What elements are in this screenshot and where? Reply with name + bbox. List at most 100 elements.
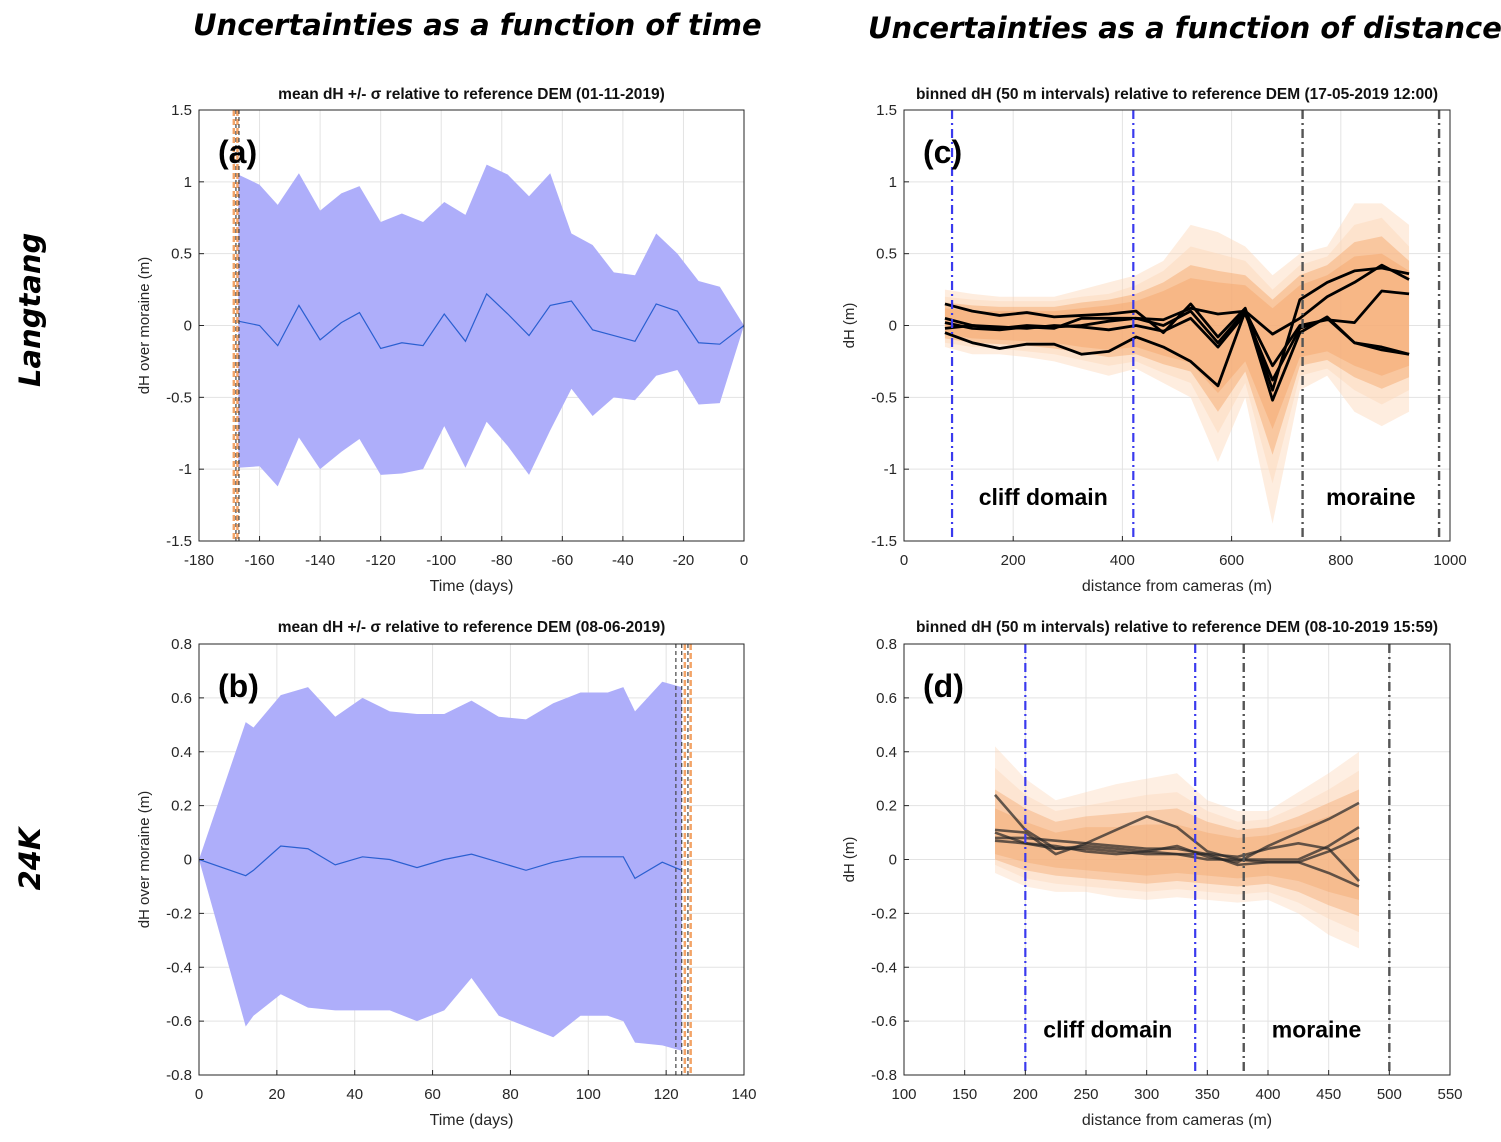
y-tick-label: 1: [184, 174, 192, 191]
x-tick-label: 400: [1110, 552, 1135, 569]
right-column-title: Uncertainties as a function of distance: [868, 11, 1501, 45]
y-tick-label: 1.5: [876, 102, 897, 119]
y-tick-label: -0.2: [871, 905, 897, 922]
x-tick-label: 140: [731, 1086, 756, 1103]
x-tick-label: 0: [740, 552, 748, 569]
y-tick-label: 0.8: [171, 636, 192, 653]
panel-label: (d): [923, 668, 964, 704]
x-tick-label: 250: [1073, 1086, 1098, 1103]
x-tick-label: 500: [1377, 1086, 1402, 1103]
series-line5: [994, 839, 1360, 888]
uncertainty-band: [995, 789, 1359, 917]
y-tick-label: 0: [889, 852, 897, 869]
x-tick-label: 100: [576, 1086, 601, 1103]
y-axis-label: dH over moraine (m): [136, 257, 153, 395]
y-tick-label: -0.4: [166, 959, 192, 976]
x-tick-label: 100: [891, 1086, 916, 1103]
y-tick-label: -0.8: [871, 1067, 897, 1084]
x-tick-label: 120: [654, 1086, 679, 1103]
chart-a: -180 -160 -140 -120 -100 -80 -60 -40 -20 0 -1.5 -1 -…: [136, 86, 748, 595]
series-line2: [994, 815, 1360, 861]
y-tick-label: -1.5: [871, 533, 897, 550]
panel-label: (b): [218, 668, 259, 704]
y-axis-label: dH over moraine (m): [136, 791, 153, 929]
y-tick-label: -0.6: [871, 1013, 897, 1030]
y-tick-label: 0.6: [171, 690, 192, 707]
uncertainty-band: [995, 805, 1359, 900]
x-tick-label: 350: [1195, 1086, 1220, 1103]
y-axis-label: dH (m): [841, 837, 858, 883]
x-tick-label: 1000: [1433, 552, 1466, 569]
y-tick-label: -0.5: [166, 389, 192, 406]
x-tick-label: 800: [1328, 552, 1353, 569]
y-tick-label: 0.5: [876, 246, 897, 263]
x-tick-label: -100: [426, 552, 456, 569]
y-tick-label: 0: [184, 852, 192, 869]
chart-title: binned dH (50 m intervals) relative to r…: [916, 86, 1438, 103]
y-tick-label: 0.5: [171, 246, 192, 263]
x-tick-label: -40: [612, 552, 634, 569]
chart-title: binned dH (50 m intervals) relative to r…: [916, 619, 1438, 636]
x-tick-label: 60: [424, 1086, 441, 1103]
x-tick-label: 20: [269, 1086, 286, 1103]
x-tick-label: -20: [673, 552, 695, 569]
y-tick-label: -1.5: [166, 533, 192, 550]
panel-label: (c): [923, 134, 962, 170]
y-tick-label: -0.6: [166, 1013, 192, 1030]
chart-d: 100 150 200 250 300 350 400 450 500 550 -0.8 -0.6 -0…: [841, 619, 1463, 1129]
y-tick-label: 0: [889, 318, 897, 335]
x-tick-label: 550: [1437, 1086, 1462, 1103]
y-tick-label: 0: [184, 318, 192, 335]
y-tick-label: -0.8: [166, 1067, 192, 1084]
uncertainty-band: [944, 236, 1410, 455]
x-axis-label: Time (days): [430, 1112, 514, 1129]
y-tick-label: -0.2: [166, 905, 192, 922]
data-layer: [944, 110, 1441, 541]
uncertainty-band: [944, 203, 1410, 524]
y-tick-label: 0.4: [876, 744, 897, 761]
chart-title: mean dH +/- σ relative to reference DEM …: [278, 86, 665, 103]
x-tick-label: -80: [491, 552, 513, 569]
x-axis-label: Time (days): [430, 578, 514, 595]
chart-c: 0 200 400 600 800 1000 -1.5 -1 -0.5 0 0.5 1 1.5 dista…: [841, 86, 1467, 595]
y-tick-label: -0.4: [871, 959, 897, 976]
y-tick-label: 1.5: [171, 102, 192, 119]
domain-annotation: moraine: [1326, 484, 1415, 510]
y-tick-label: 0.2: [876, 798, 897, 815]
data-layer: [232, 110, 744, 541]
x-axis-label: distance from cameras (m): [1082, 1112, 1272, 1129]
x-tick-label: -160: [245, 552, 275, 569]
x-tick-label: 200: [1001, 552, 1026, 569]
y-tick-label: -1: [179, 461, 192, 478]
y-tick-label: 0.6: [876, 690, 897, 707]
series-line5: [944, 309, 1410, 402]
chart-title: mean dH +/- σ relative to reference DEM …: [278, 619, 666, 636]
x-tick-label: 80: [502, 1086, 519, 1103]
data-layer: [994, 644, 1391, 1075]
uncertainty-band: [995, 767, 1359, 933]
x-tick-label: 450: [1316, 1086, 1341, 1103]
uncertainty-band: [944, 217, 1410, 484]
panel-label: (a): [218, 134, 257, 170]
y-tick-label: 0.4: [171, 744, 192, 761]
mean-line: [199, 845, 682, 880]
series-line3: [994, 801, 1360, 864]
x-tick-label: 150: [952, 1086, 977, 1103]
y-axis-label: dH (m): [841, 303, 858, 349]
y-tick-label: 0.2: [171, 798, 192, 815]
domain-annotation: cliff domain: [979, 484, 1108, 510]
x-tick-label: -60: [551, 552, 573, 569]
uncertainty-band: [944, 253, 1410, 429]
sigma-band: [238, 164, 744, 487]
domain-annotation: moraine: [1272, 1016, 1361, 1042]
x-tick-label: 40: [346, 1086, 363, 1103]
y-tick-label: -1: [884, 461, 897, 478]
x-tick-label: -140: [305, 552, 335, 569]
domain-annotation: cliff domain: [1043, 1016, 1172, 1042]
x-tick-label: 300: [1134, 1086, 1159, 1103]
x-tick-label: 0: [195, 1086, 203, 1103]
data-layer: [199, 644, 692, 1075]
left-column-title: Uncertainties as a function of time: [193, 8, 762, 42]
x-tick-label: 0: [900, 552, 908, 569]
